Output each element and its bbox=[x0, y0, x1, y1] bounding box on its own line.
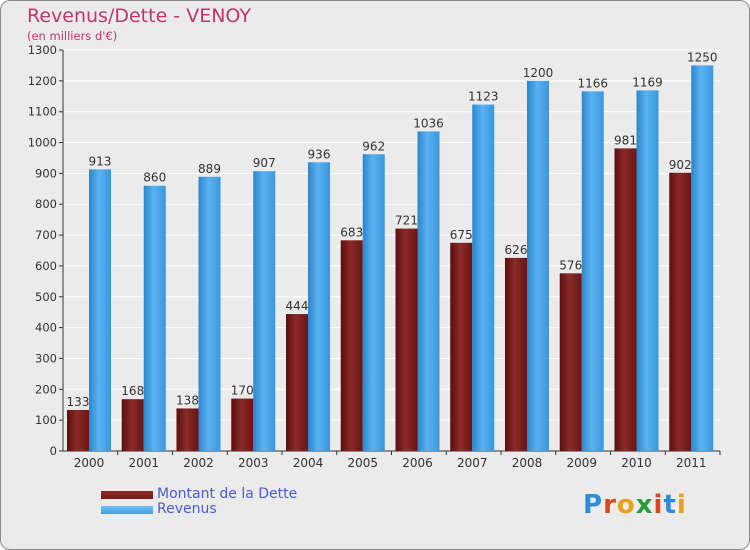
x-tick-label: 2003 bbox=[238, 456, 269, 470]
y-tick-label: 800 bbox=[35, 197, 57, 211]
x-tick-label: 2011 bbox=[676, 456, 707, 470]
data-label-revenue: 1123 bbox=[468, 90, 499, 104]
y-tick-label: 0 bbox=[50, 444, 57, 458]
y-tick-label: 1000 bbox=[28, 136, 57, 150]
y-tick-label: 1100 bbox=[28, 105, 57, 119]
logo-letter: t bbox=[663, 490, 677, 520]
bar-debt bbox=[505, 257, 527, 451]
x-tick-label: 2004 bbox=[293, 456, 324, 470]
y-tick-label: 700 bbox=[35, 228, 57, 242]
x-tick-label: 2001 bbox=[128, 456, 159, 470]
y-tick-label: 1300 bbox=[28, 43, 57, 57]
data-label-revenue: 1036 bbox=[413, 116, 444, 130]
chart-subtitle: (en milliers d'€) bbox=[27, 29, 118, 43]
bar-debt bbox=[67, 409, 89, 451]
x-tick-label: 2000 bbox=[74, 456, 105, 470]
bar-revenue bbox=[581, 91, 604, 451]
logo-letter: o bbox=[616, 490, 636, 520]
y-tick-label: 400 bbox=[35, 321, 57, 335]
data-label-debt: 721 bbox=[395, 214, 418, 228]
logo-letter: i bbox=[676, 490, 687, 520]
bar-revenue bbox=[472, 104, 495, 452]
y-tick-label: 900 bbox=[35, 166, 57, 180]
bar-revenue bbox=[417, 131, 440, 452]
y-tick-label: 500 bbox=[35, 290, 57, 304]
bar-debt bbox=[614, 148, 637, 451]
bar-revenue bbox=[691, 65, 714, 451]
data-label-revenue: 913 bbox=[89, 154, 112, 168]
y-tick-label: 200 bbox=[35, 382, 57, 396]
bar-revenue bbox=[362, 154, 385, 451]
x-tick-label: 2007 bbox=[457, 456, 488, 470]
chart-title: Revenus/Dette - VENOY bbox=[27, 5, 251, 27]
bar-debt bbox=[231, 398, 254, 451]
data-label-debt: 576 bbox=[559, 258, 582, 272]
data-label-debt: 138 bbox=[176, 393, 199, 407]
x-tick-label: 2009 bbox=[566, 456, 597, 470]
data-label-revenue: 1166 bbox=[577, 76, 608, 90]
data-label-revenue: 936 bbox=[308, 147, 331, 161]
bar-revenue bbox=[143, 185, 166, 451]
data-label-revenue: 1250 bbox=[687, 50, 718, 64]
data-label-debt: 675 bbox=[450, 228, 473, 242]
x-tick-label: 2002 bbox=[183, 456, 214, 470]
data-label-debt: 902 bbox=[669, 158, 692, 172]
logo-letter: i bbox=[653, 490, 664, 520]
bar-revenue bbox=[253, 171, 276, 451]
logo-letter: r bbox=[603, 490, 617, 520]
bar-revenue bbox=[527, 80, 549, 451]
data-label-revenue: 907 bbox=[253, 156, 276, 170]
bar-debt bbox=[176, 408, 199, 451]
legend-label-debt: Montant de la Dette bbox=[157, 486, 298, 502]
bar-revenue bbox=[308, 162, 330, 451]
data-label-debt: 170 bbox=[231, 384, 254, 398]
legend-swatch-revenue bbox=[101, 506, 153, 514]
data-label-revenue: 860 bbox=[143, 171, 166, 185]
bar-debt bbox=[395, 228, 418, 451]
data-label-debt: 981 bbox=[614, 133, 637, 147]
data-label-debt: 133 bbox=[67, 395, 90, 409]
bar-debt bbox=[340, 240, 363, 451]
bar-debt bbox=[286, 314, 308, 451]
bar-debt bbox=[450, 242, 473, 451]
x-tick-label: 2006 bbox=[402, 456, 433, 470]
y-tick-label: 600 bbox=[35, 259, 57, 273]
legend-label-revenue: Revenus bbox=[157, 501, 217, 517]
bar-revenue bbox=[89, 169, 111, 451]
data-label-revenue: 962 bbox=[362, 139, 385, 153]
x-tick-label: 2005 bbox=[347, 456, 378, 470]
y-tick-label: 100 bbox=[35, 413, 57, 427]
data-label-debt: 683 bbox=[340, 225, 363, 239]
data-label-debt: 444 bbox=[286, 299, 309, 313]
data-label-revenue: 1200 bbox=[523, 66, 554, 80]
bar-debt bbox=[559, 273, 582, 451]
bar-revenue bbox=[636, 90, 659, 452]
data-label-debt: 168 bbox=[121, 384, 144, 398]
bar-debt bbox=[121, 399, 144, 451]
y-tick-label: 1200 bbox=[28, 74, 57, 88]
logo-letter: x bbox=[635, 490, 654, 520]
data-label-debt: 626 bbox=[505, 243, 528, 257]
x-tick-label: 2010 bbox=[621, 456, 652, 470]
x-tick-label: 2008 bbox=[512, 456, 543, 470]
y-tick-label: 300 bbox=[35, 351, 57, 365]
data-label-revenue: 1169 bbox=[632, 75, 663, 89]
legend-swatch-debt bbox=[101, 491, 153, 499]
bar-revenue bbox=[198, 176, 221, 451]
logo-letter: P bbox=[583, 490, 604, 520]
data-label-revenue: 889 bbox=[198, 162, 221, 176]
bar-debt bbox=[669, 172, 692, 451]
proxiti-logo: Proxiti bbox=[583, 490, 687, 520]
